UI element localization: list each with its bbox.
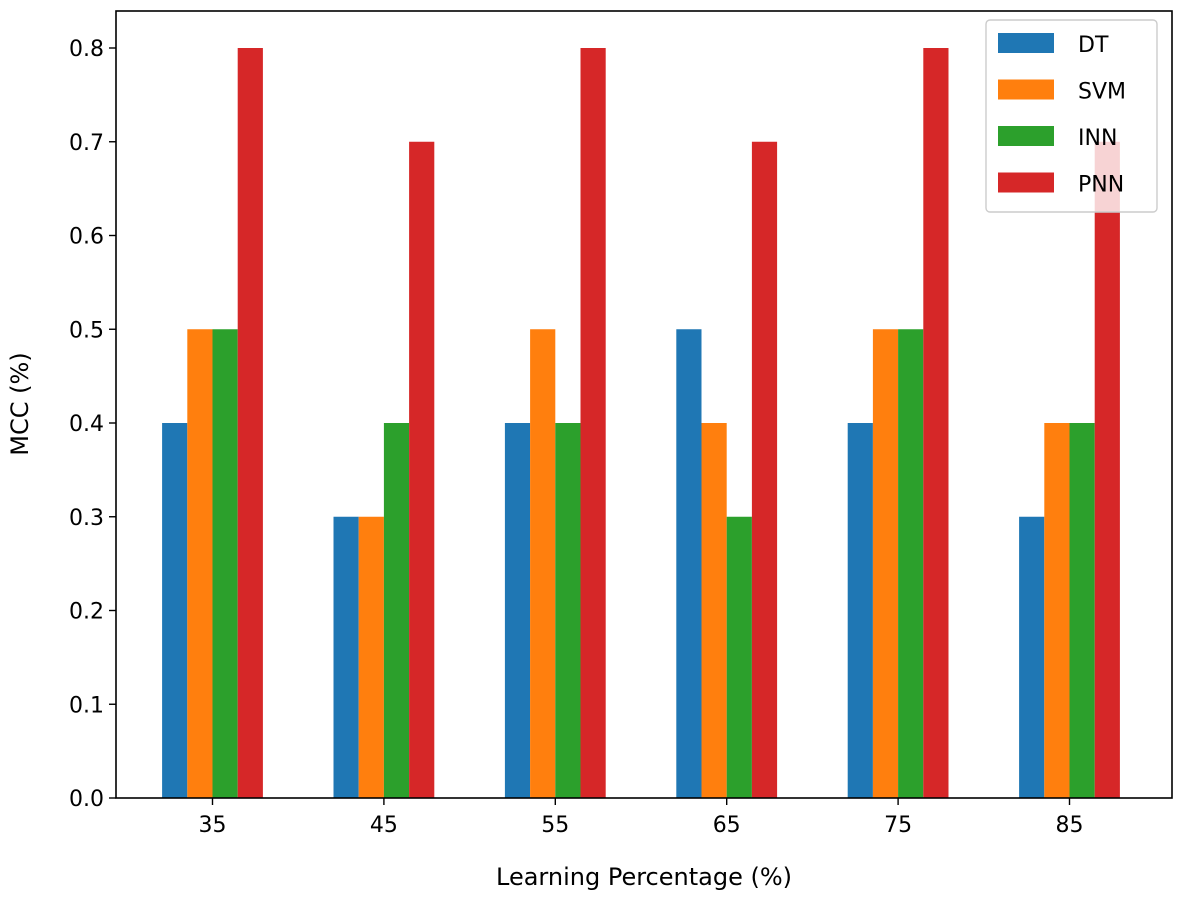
bar-inn-65 <box>726 516 752 798</box>
legend-swatch-inn <box>998 126 1054 146</box>
x-axis-title: Learning Percentage (%) <box>496 863 792 891</box>
bar-inn-85 <box>1069 423 1095 798</box>
y-axis-title: MCC (%) <box>6 352 34 455</box>
bar-pnn-35 <box>237 48 263 798</box>
bar-dt-45 <box>333 516 359 798</box>
legend-label-pnn: PNN <box>1078 173 1124 198</box>
bar-pnn-65 <box>751 141 778 798</box>
bar-dt-55 <box>504 423 531 798</box>
y-tick-label: 0.0 <box>69 787 104 812</box>
x-tick-label: 35 <box>199 813 227 838</box>
legend: DT SVM INN PNN <box>985 19 1158 213</box>
bar-inn-55 <box>555 423 581 798</box>
legend-swatch-dt <box>998 33 1054 53</box>
bar-inn-45 <box>383 423 410 798</box>
y-axis: 0.0 0.1 0.2 0.3 0.4 0.5 0.6 0.7 0.8 <box>69 37 116 812</box>
y-tick-label: 0.5 <box>69 318 104 343</box>
y-tick-label: 0.4 <box>69 412 104 437</box>
x-tick-label: 75 <box>884 813 912 838</box>
legend-swatch-pnn <box>998 172 1054 193</box>
x-axis: 35 45 55 65 75 85 <box>199 798 1084 838</box>
bar-dt-85 <box>1019 516 1045 798</box>
y-tick-label: 0.8 <box>69 37 104 62</box>
bar-pnn-55 <box>580 48 606 798</box>
y-tick-label: 0.7 <box>69 131 104 156</box>
bar-dt-35 <box>162 423 188 798</box>
bar-svm-75 <box>872 329 899 798</box>
x-tick-label: 45 <box>370 813 398 838</box>
legend-label-inn: INN <box>1078 126 1117 151</box>
plot-frame <box>115 10 1173 799</box>
bar-pnn-85 <box>1094 141 1120 798</box>
legend-label-dt: DT <box>1078 33 1109 58</box>
y-tick-label: 0.3 <box>69 506 104 531</box>
bar-dt-65 <box>676 329 702 798</box>
bar-svm-65 <box>701 423 727 798</box>
legend-box <box>985 19 1158 213</box>
legend-swatch-svm <box>998 79 1054 100</box>
x-tick-label: 85 <box>1056 813 1084 838</box>
bar-dt-75 <box>847 423 873 798</box>
bar-inn-35 <box>212 329 238 798</box>
x-tick-label: 65 <box>713 813 741 838</box>
bar-svm-85 <box>1044 423 1070 798</box>
y-tick-label: 0.6 <box>69 225 104 250</box>
bars-layer <box>162 48 1120 798</box>
y-tick-label: 0.1 <box>69 693 104 718</box>
bar-svm-45 <box>358 516 384 798</box>
y-tick-label: 0.2 <box>69 600 104 625</box>
bar-pnn-75 <box>923 48 949 798</box>
bar-pnn-45 <box>409 141 435 798</box>
legend-label-svm: SVM <box>1078 80 1126 105</box>
bar-inn-75 <box>898 329 924 798</box>
bar-svm-35 <box>187 329 213 798</box>
bar-svm-55 <box>530 329 556 798</box>
x-tick-label: 55 <box>541 813 569 838</box>
